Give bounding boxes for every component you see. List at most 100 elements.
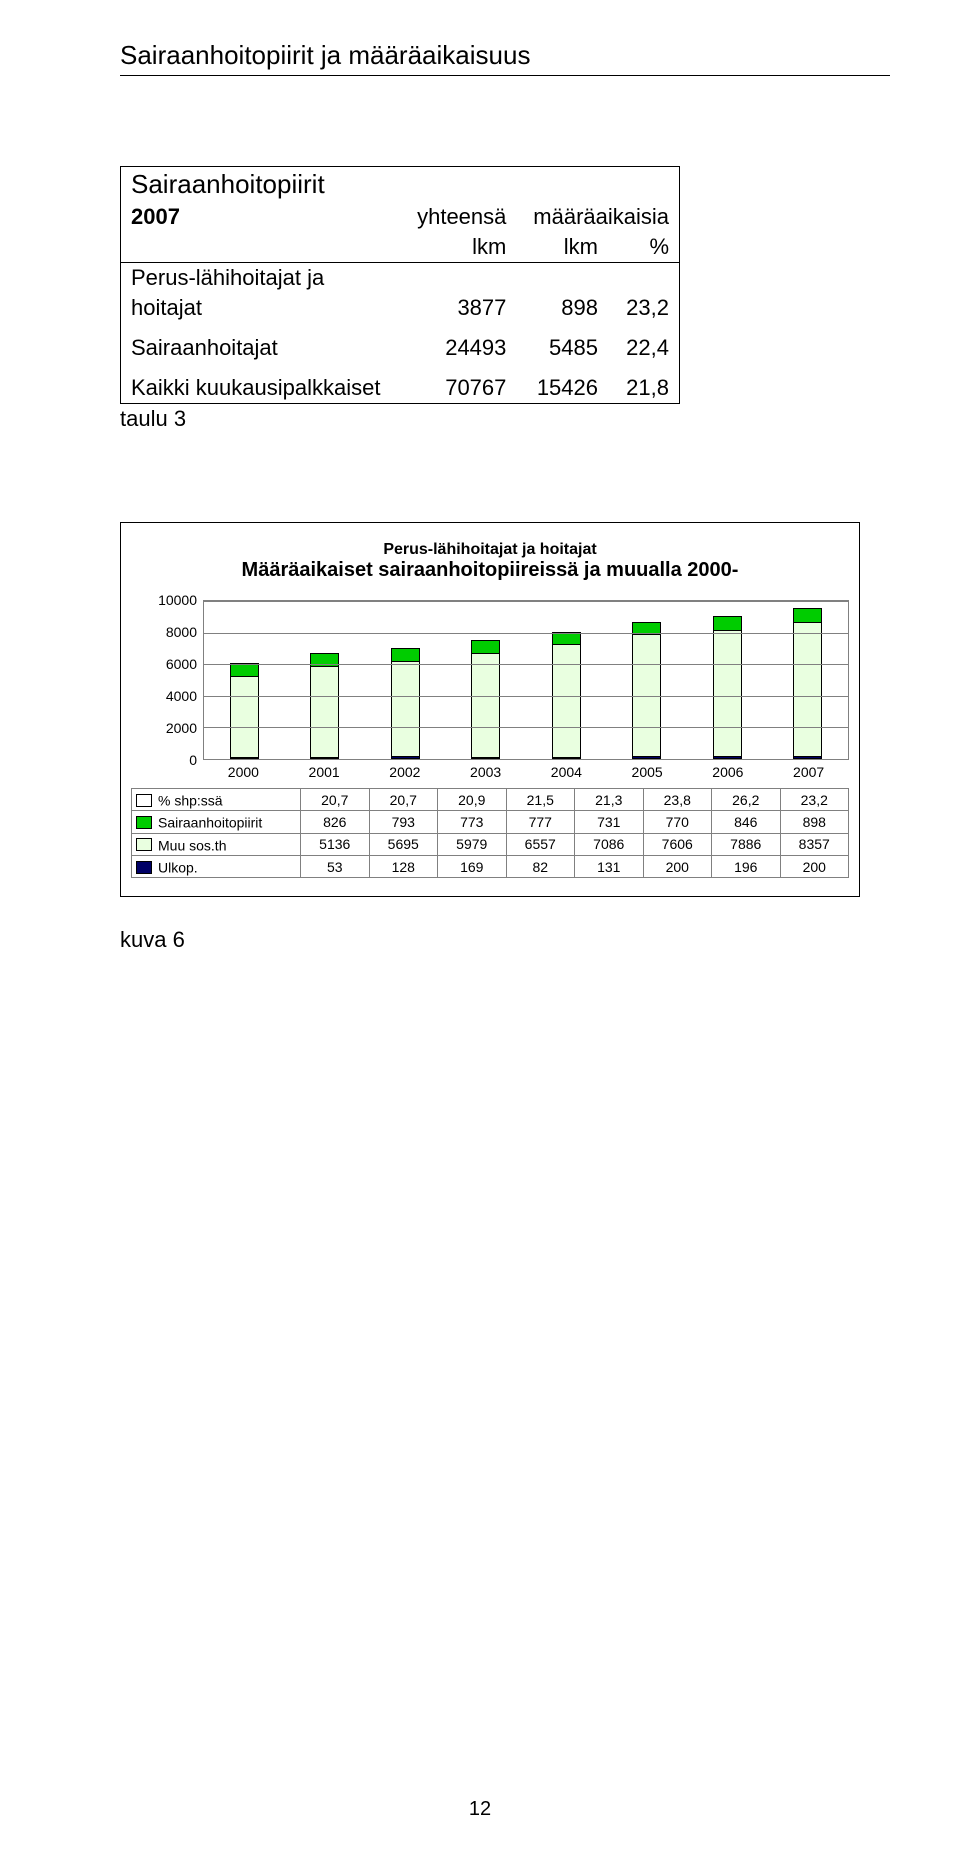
- bar-segment: [391, 661, 420, 757]
- data-cell: 7606: [643, 833, 712, 855]
- bar: [793, 608, 822, 759]
- data-cell: 7086: [575, 833, 644, 855]
- row0-label-a: Perus-lähihoitajat ja: [121, 263, 403, 294]
- row1-v3: 22,4: [608, 333, 680, 363]
- ytick-label: 10000: [158, 592, 197, 608]
- data-cell: 5136: [301, 833, 370, 855]
- bar: [632, 622, 661, 759]
- row2-v3: 21,8: [608, 373, 680, 404]
- data-cell: 6557: [506, 833, 575, 855]
- row1-label: Sairaanhoitajat: [121, 333, 403, 363]
- bar-segment: [793, 622, 822, 756]
- ytick-label: 6000: [166, 656, 197, 672]
- xtick-label: 2003: [445, 764, 526, 780]
- subheader-pct: %: [608, 232, 680, 263]
- bar-segment: [471, 640, 500, 652]
- chart-plot-area: [203, 600, 849, 760]
- data-cell: 7886: [712, 833, 781, 855]
- data-cell: 793: [369, 811, 438, 833]
- data-cell: 131: [575, 855, 644, 877]
- table-row: Muu sos.th513656955979655770867606788683…: [132, 833, 849, 855]
- page-number: 12: [0, 1798, 960, 1821]
- xtick-label: 2005: [607, 764, 688, 780]
- data-cell: 128: [369, 855, 438, 877]
- table-title: Sairaanhoitopiirit: [121, 167, 403, 203]
- xtick-label: 2000: [203, 764, 284, 780]
- bar: [310, 653, 339, 759]
- table-row: % shp:ssä20,720,720,921,521,323,826,223,…: [132, 789, 849, 811]
- chart-yaxis: 0200040006000800010000: [131, 600, 203, 760]
- legend-swatch: [136, 794, 152, 807]
- xtick-label: 2004: [526, 764, 607, 780]
- data-cell: 23,8: [643, 789, 712, 811]
- chart-card: Perus-lähihoitajat ja hoitajat Määräaika…: [120, 522, 860, 897]
- bar: [230, 663, 259, 759]
- data-cell: 777: [506, 811, 575, 833]
- data-cell: 5979: [438, 833, 507, 855]
- bar-segment: [552, 644, 581, 757]
- table-row: Sairaanhoitopiirit 8267937737777317708468…: [132, 811, 849, 833]
- row2-v2: 15426: [516, 373, 608, 404]
- row0-v1: 3877: [402, 293, 516, 323]
- summary-table: Sairaanhoitopiirit 2007 yhteensä määräai…: [120, 166, 680, 404]
- figure-caption: kuva 6: [120, 927, 890, 953]
- bar-segment: [471, 653, 500, 757]
- table-year: 2007: [131, 204, 180, 229]
- chart-bars: [204, 601, 848, 759]
- data-cell: 21,5: [506, 789, 575, 811]
- legend-label: % shp:ssä: [158, 792, 223, 808]
- xtick-label: 2007: [768, 764, 849, 780]
- data-cell: 20,7: [369, 789, 438, 811]
- data-cell: 26,2: [712, 789, 781, 811]
- bar-segment: [713, 630, 742, 756]
- chart-title-line2: Määräaikaiset sairaanhoitopiireissä ja m…: [131, 559, 849, 582]
- legend-swatch: [136, 861, 152, 874]
- legend-label: Ulkop.: [158, 859, 198, 875]
- legend-label: Muu sos.th: [158, 837, 226, 853]
- xtick-label: 2002: [365, 764, 446, 780]
- ytick-label: 8000: [166, 624, 197, 640]
- ytick-label: 4000: [166, 688, 197, 704]
- data-cell: 826: [301, 811, 370, 833]
- bar-segment: [391, 648, 420, 660]
- legend-label: Sairaanhoitopiirit: [158, 815, 262, 831]
- data-cell: 731: [575, 811, 644, 833]
- page: Sairaanhoitopiirit ja määräaikaisuus Sai…: [0, 0, 960, 1851]
- data-cell: 20,9: [438, 789, 507, 811]
- xtick-label: 2006: [688, 764, 769, 780]
- ytick-label: 0: [189, 752, 197, 768]
- data-cell: 898: [780, 811, 849, 833]
- table-caption: taulu 3: [120, 406, 890, 432]
- data-cell: 82: [506, 855, 575, 877]
- data-cell: 21,3: [575, 789, 644, 811]
- bar-segment: [713, 616, 742, 630]
- row1-v1: 24493: [402, 333, 516, 363]
- data-cell: 20,7: [301, 789, 370, 811]
- data-cell: 196: [712, 855, 781, 877]
- bar: [471, 640, 500, 759]
- row0-label-b: hoitajat: [121, 293, 403, 323]
- col-header-yht: yhteensä: [402, 202, 516, 232]
- data-cell: 23,2: [780, 789, 849, 811]
- row0-v3: 23,2: [608, 293, 680, 323]
- legend-swatch: [136, 838, 152, 851]
- chart-title-line1: Perus-lähihoitajat ja hoitajat: [131, 541, 849, 559]
- col-header-maara: määräaikaisia: [516, 202, 679, 232]
- row2-label: Kaikki kuukausipalkkaiset: [121, 373, 403, 404]
- ytick-label: 2000: [166, 720, 197, 736]
- row2-v1: 70767: [402, 373, 516, 404]
- data-cell: 773: [438, 811, 507, 833]
- data-cell: 200: [780, 855, 849, 877]
- chart-data-table: % shp:ssä20,720,720,921,521,323,826,223,…: [131, 788, 849, 878]
- bar-segment: [230, 676, 259, 757]
- subheader-lkm2: lkm: [516, 232, 608, 263]
- data-cell: 770: [643, 811, 712, 833]
- data-cell: 5695: [369, 833, 438, 855]
- legend-swatch: [136, 816, 152, 829]
- data-cell: 169: [438, 855, 507, 877]
- data-cell: 846: [712, 811, 781, 833]
- data-cell: 200: [643, 855, 712, 877]
- bar: [713, 616, 742, 759]
- bar-segment: [310, 666, 339, 757]
- row1-v2: 5485: [516, 333, 608, 363]
